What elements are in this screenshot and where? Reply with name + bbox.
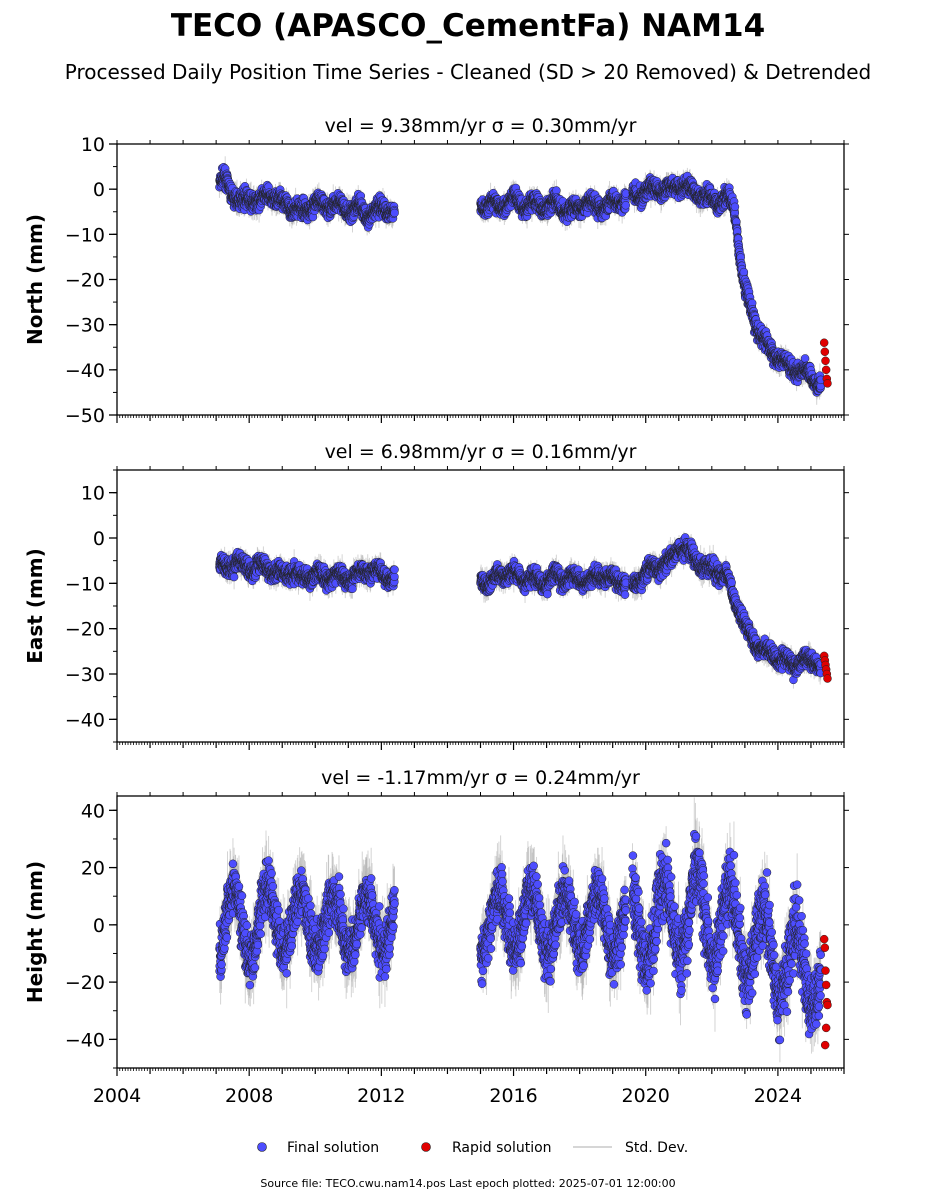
final-solution-point [621,201,631,210]
final-solution-point [730,202,740,212]
north-final-points [215,162,826,397]
north-panel: 100−10−20−30−40−50 vel = 9.38mm/yr σ = 0… [23,115,849,427]
figure-title: TECO (APASCO_CementFa) NAM14 [171,8,765,44]
figure-subtitle: Processed Daily Position Time Series - C… [65,60,871,84]
final-solution-point [739,267,749,277]
final-solution-point [390,208,399,218]
final-solution-point [552,186,561,195]
